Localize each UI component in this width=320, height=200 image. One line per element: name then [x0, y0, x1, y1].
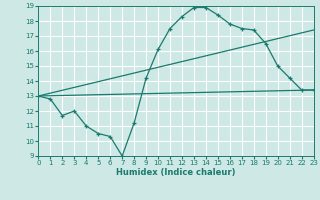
X-axis label: Humidex (Indice chaleur): Humidex (Indice chaleur)	[116, 168, 236, 177]
